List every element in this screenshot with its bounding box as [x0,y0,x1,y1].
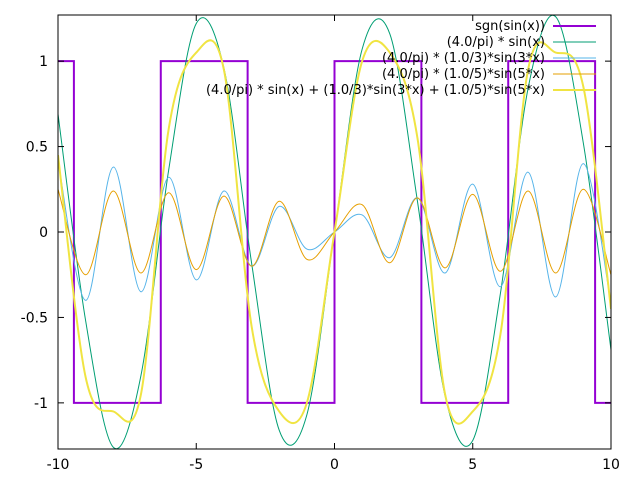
series-layer [58,15,611,449]
y-tick-label: -0.5 [21,310,48,326]
legend: sgn(sin(x))(4.0/pi) * sin(x)(4.0/pi) * (… [206,19,596,98]
ticks-layer: -10 -5 0 5 10 1 0.5 0 -0.5 -1 [21,15,620,473]
y-tick-label: -1 [34,396,48,412]
y-tick-label: 0 [39,225,48,241]
x-tick-label: 10 [602,457,620,473]
legend-label: (4.0/pi) * sin(x) + (1.0/3)*sin(3*x) + (… [206,83,545,98]
legend-label: (4.0/pi) * (1.0/3)*sin(3*x) [382,51,545,66]
y-tick-label: 1 [39,54,48,70]
x-tick-label: -5 [189,457,203,473]
x-tick-label: -10 [47,457,70,473]
x-tick-label: 0 [330,457,339,473]
x-tick-label: 5 [468,457,477,473]
y-tick-label: 0.5 [26,140,48,156]
legend-label: (4.0/pi) * sin(x) [447,35,545,50]
series-line-5 [58,39,611,425]
legend-label: sgn(sin(x)) [475,19,545,34]
legend-label: (4.0/pi) * (1.0/5)*sin(5*x) [382,67,545,82]
